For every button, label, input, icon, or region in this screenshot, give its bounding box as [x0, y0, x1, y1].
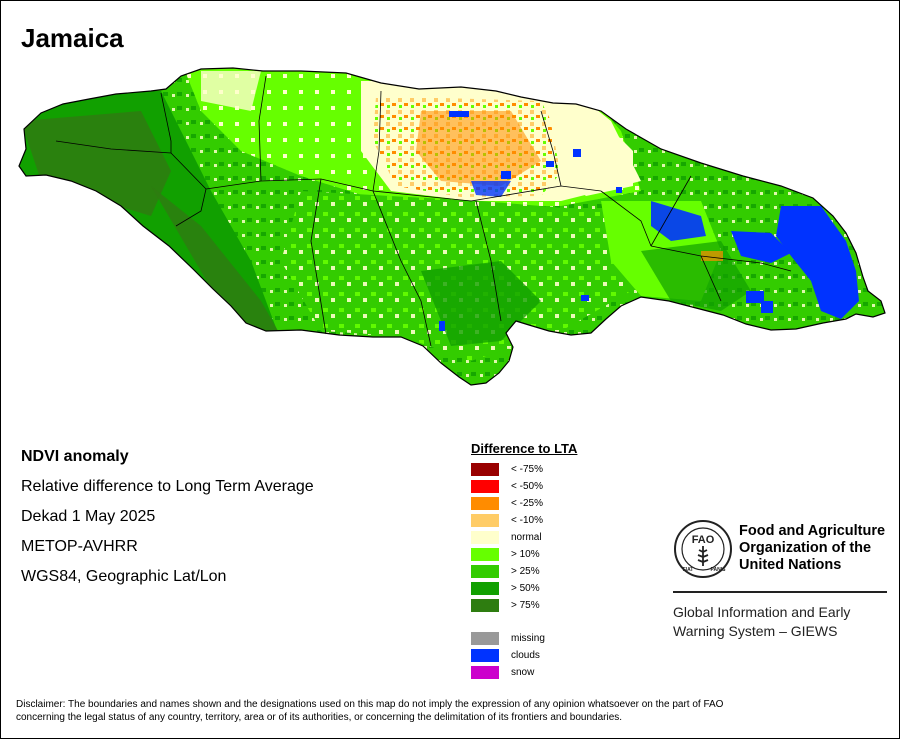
fao-org-line: Food and Agriculture [739, 523, 886, 539]
fao-logo-text: FAO [692, 534, 715, 546]
legend-label: snow [511, 667, 535, 678]
legend-swatch [471, 463, 499, 476]
legend-item: > 25% [471, 563, 577, 580]
legend-swatch [471, 599, 499, 612]
legend-item: > 75% [471, 597, 577, 614]
legend-swatch [471, 514, 499, 527]
info-projection: WGS84, Geographic Lat/Lon [21, 568, 227, 585]
legend-title: Difference to LTA [471, 441, 578, 456]
legend-swatch [471, 582, 499, 595]
legend-item: > 10% [471, 546, 577, 563]
legend-item-snow: snow [471, 664, 577, 681]
legend-swatch [471, 565, 499, 578]
disclaimer: Disclaimer: The boundaries and names sho… [16, 698, 886, 724]
legend-label: missing [511, 633, 545, 644]
parish-boundaries [55, 75, 792, 347]
info-description: Relative difference to Long Term Average [21, 478, 314, 495]
legend-label: < -25% [511, 498, 543, 509]
disclaimer-line: concerning the legal status of any count… [16, 712, 623, 723]
legend-swatch [471, 548, 499, 561]
fao-logo-icon: FAO FIAT PANIS [674, 520, 732, 578]
giews-name: Global Information and Early Warning Sys… [673, 603, 893, 641]
legend-swatch [471, 632, 499, 645]
map-info: NDVI anomaly Relative difference to Long… [21, 447, 314, 597]
legend-item: < -10% [471, 512, 577, 529]
disclaimer-line: Disclaimer: The boundaries and names sho… [16, 699, 724, 710]
info-heading: NDVI anomaly [21, 448, 129, 465]
fao-motto-left: FIAT [683, 567, 694, 573]
fao-org-line: Organization of the [739, 540, 872, 556]
legend-label: clouds [511, 650, 540, 661]
legend-label: > 50% [511, 583, 540, 594]
legend-label: > 25% [511, 566, 540, 577]
legend-item: > 50% [471, 580, 577, 597]
info-period: Dekad 1 May 2025 [21, 508, 156, 525]
fao-divider [673, 591, 887, 593]
info-sensor: METOP-AVHRR [21, 538, 138, 555]
fao-motto-right: PANIS [711, 567, 727, 573]
legend-item: < -50% [471, 478, 577, 495]
legend-swatch [471, 666, 499, 679]
ndvi-map [18, 67, 886, 386]
legend-swatch [471, 531, 499, 544]
map-title: Jamaica [21, 23, 124, 53]
legend-swatch [471, 649, 499, 662]
legend-label: < -10% [511, 515, 543, 526]
legend-item: < -25% [471, 495, 577, 512]
legend-item-clouds: clouds [471, 647, 577, 664]
legend: Difference to LTA < -75% < -50% < -25% <… [471, 441, 577, 681]
legend-item-missing: missing [471, 630, 577, 647]
legend-item: < -75% [471, 461, 577, 478]
giews-line: Global Information and Early [673, 604, 851, 620]
fao-organization-name: Food and Agriculture Organization of the… [739, 523, 899, 574]
legend-label: < -75% [511, 464, 543, 475]
fao-org-line: United Nations [739, 557, 842, 573]
ndvi-raster [19, 68, 885, 385]
legend-swatch [471, 497, 499, 510]
legend-swatch [471, 480, 499, 493]
legend-label: > 75% [511, 600, 540, 611]
legend-item: normal [471, 529, 577, 546]
giews-line: Warning System – GIEWS [673, 623, 838, 639]
legend-label: < -50% [511, 481, 543, 492]
legend-label: normal [511, 532, 542, 543]
legend-label: > 10% [511, 549, 540, 560]
